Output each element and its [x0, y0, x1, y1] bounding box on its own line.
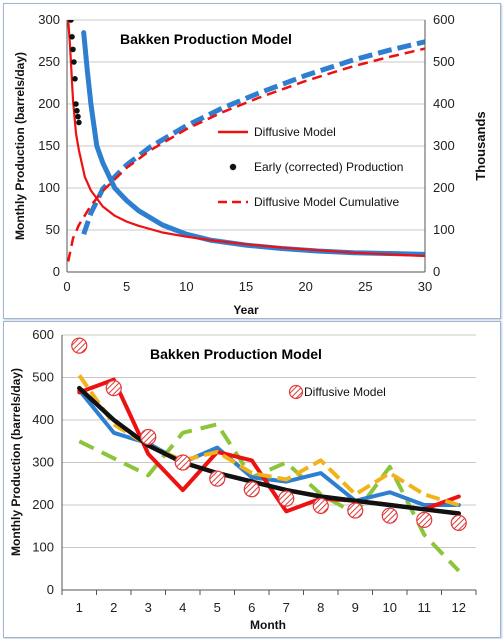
top-y2-axis-title: Thousands: [473, 111, 488, 180]
bottom-y-axis-title: Monthly Production (barrels/day): [9, 368, 23, 556]
top-y2-tick-label: 400: [433, 96, 455, 111]
bottom-diffusive-model-marker: [381, 507, 398, 524]
top-y-tick-label: 150: [38, 138, 60, 153]
top-blue-production-line: [81, 30, 425, 257]
bottom-diffusive-model-marker: [140, 428, 157, 446]
bottom-x-tick-label: 4: [179, 600, 186, 615]
top-y2-tick-label: 200: [433, 180, 455, 195]
top-early-production-point: [72, 76, 78, 82]
top-diffusive-model-line: [67, 20, 425, 258]
bottom-x-tick-label: 8: [317, 600, 324, 615]
top-y2-tick-label: 300: [433, 138, 455, 153]
top-x-tick-label: 5: [123, 279, 130, 294]
legend-label-diffusive-model: Diffusive Model: [254, 125, 336, 139]
bottom-x-tick-label: 12: [452, 600, 466, 615]
bottom-x-tick-label: 6: [248, 600, 255, 615]
top-y2-tick-label: 100: [433, 222, 455, 237]
bottom-y-tick-label: 500: [32, 370, 54, 385]
bottom-x-tick-label: 5: [214, 600, 221, 615]
top-early-production-point: [71, 59, 77, 65]
top-x-axis-title: Year: [233, 303, 259, 317]
top-early-production-point: [73, 101, 79, 107]
bottom-x-tick-label: 10: [383, 600, 397, 615]
top-chart-title: Bakken Production Model: [120, 31, 292, 47]
top-y2-tick-label: 0: [433, 264, 440, 279]
top-y2-tick-label: 600: [433, 12, 455, 27]
bottom-chart-title: Bakken Production Model: [150, 346, 322, 362]
top-y-tick-label: 300: [38, 12, 60, 27]
bottom-diffusive-model-marker: [278, 490, 295, 507]
bottom-y-tick-label: 600: [32, 327, 54, 342]
bottom-x-tick-label: 11: [418, 600, 432, 615]
legend-label-early-production: Early (corrected) Production: [254, 160, 403, 174]
bottom-x-axis-title: Month: [250, 618, 286, 632]
top-early-production-point: [74, 107, 80, 114]
top-legend: Diffusive Model Early (corrected) Produc…: [218, 125, 403, 209]
bottom-x-tick-label: 1: [76, 600, 83, 615]
bottom-x-tick-label: 2: [110, 600, 117, 615]
top-x-tick-label: 10: [179, 279, 193, 294]
legend-label-bottom-diffusive-model: Diffusive Model: [304, 385, 386, 399]
top-y-tick-label: 50: [46, 222, 60, 237]
top-early-production-point: [69, 34, 75, 40]
top-y-axis-title: Monthly Production (barrels/day): [13, 52, 27, 240]
top-y-tick-label: 0: [53, 264, 60, 279]
bottom-diffusive-model-marker: [71, 337, 88, 354]
bottom-x-tick-label: 7: [283, 600, 290, 615]
top-y2-tick-label: 500: [433, 54, 455, 69]
top-y-tick-label: 250: [38, 54, 60, 69]
top-early-production-point: [75, 113, 81, 120]
legend-swatch-early-production: [229, 163, 237, 171]
top-chart: Bakken Production Model 0501001502002503…: [13, 12, 488, 317]
bottom-diffusive-model-marker: [450, 514, 467, 531]
legend-swatch-diffusive-model-markers: [288, 384, 304, 400]
bottom-y-tick-label: 200: [32, 497, 54, 512]
top-y-tick-label: 200: [38, 96, 60, 111]
bottom-diffusive-model-marker: [105, 380, 122, 397]
bottom-diffusive-model-marker: [347, 502, 364, 519]
bottom-diffusive-model-marker: [312, 497, 329, 514]
top-cumulative-model-line: [67, 47, 425, 262]
legend-label-cumulative: Diffusive Model Cumulative: [254, 195, 399, 209]
bottom-y-tick-label: 300: [32, 455, 54, 470]
bottom-x-tick-label: 9: [352, 600, 359, 615]
bottom-y-tick-label: 0: [47, 582, 54, 597]
bottom-chart-panel: Bakken Production Model 0 100 200 300 400 500…: [3, 321, 501, 638]
bottom-x-tick-label: 3: [145, 600, 152, 615]
top-early-production-point: [68, 20, 74, 23]
bottom-y-tick-label: 100: [32, 540, 54, 555]
bottom-diffusive-model-marker: [243, 481, 260, 498]
top-x-tick-label: 20: [298, 279, 312, 294]
top-x-tick-label: 0: [63, 279, 70, 294]
bottom-diffusive-model-marker: [209, 470, 226, 487]
top-x-tick-label: 25: [358, 279, 372, 294]
top-x-tick-label: 15: [239, 279, 253, 294]
bottom-y-tick-label: 400: [32, 412, 54, 427]
bottom-chart: Bakken Production Model 0 100 200 300 400 500…: [9, 327, 477, 632]
top-chart-panel: Bakken Production Model 0 50 100 150 200 250 3…: [3, 3, 501, 319]
top-blue-cumulative-line: [81, 39, 425, 236]
bottom-legend: Diffusive Model: [288, 384, 386, 400]
bottom-diffusive-model-marker: [174, 454, 191, 471]
bottom-diffusive-model-marker: [416, 511, 433, 528]
top-early-production-point: [70, 46, 76, 53]
top-y-tick-label: 100: [38, 180, 60, 195]
top-x-tick-label: 30: [418, 279, 432, 294]
top-early-production-point: [76, 119, 82, 126]
